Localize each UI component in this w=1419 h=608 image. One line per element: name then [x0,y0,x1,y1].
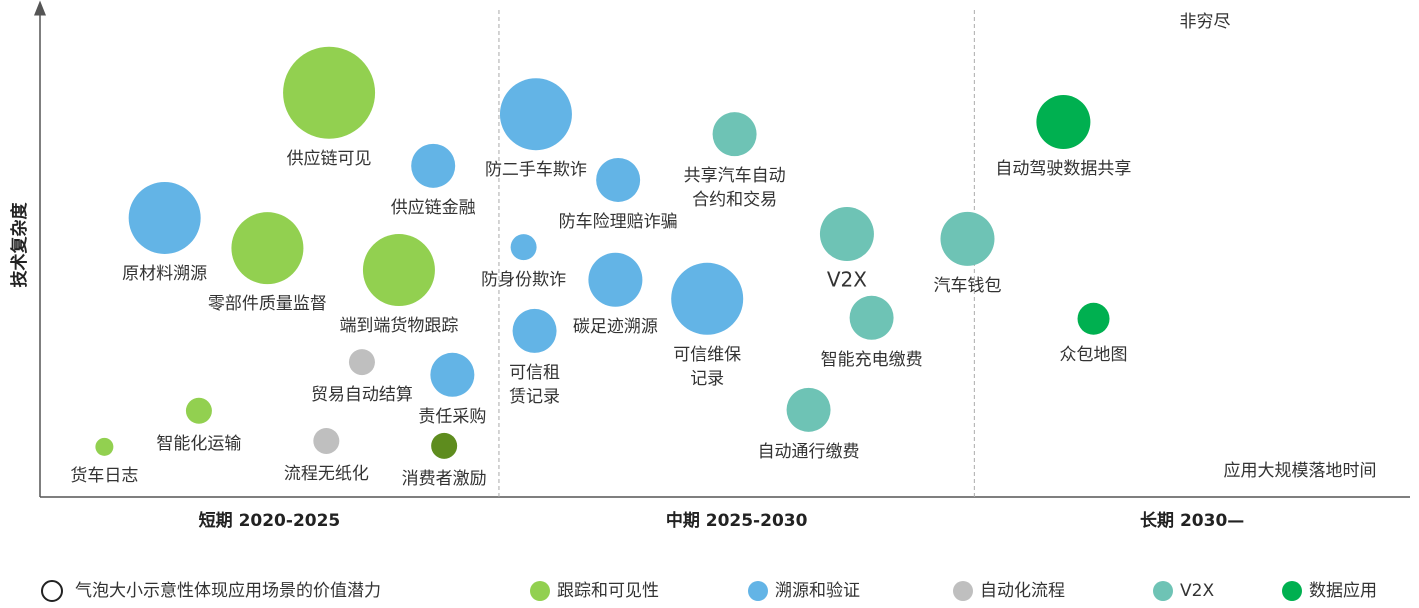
size-legend-icon [41,580,63,602]
bubble [430,352,475,397]
legend-label: 自动化流程 [980,581,1065,601]
bubble-label: 防身份欺诈 [481,270,566,290]
bubble-label: 防二手车欺诈 [485,160,587,180]
bubble [231,212,304,285]
bubble [348,349,375,376]
bubble-label: 零部件质量监督 [208,294,327,314]
bubble-label: 自动驾驶数据共享 [995,159,1131,179]
legend-swatch [748,581,768,601]
legend-label: 数据应用 [1309,581,1377,601]
legend-swatch [953,581,973,601]
bubble [1077,302,1110,335]
bubble-label: 防车险理赔诈骗 [559,212,678,232]
bubble [95,437,114,456]
bubble-label: 供应链可见 [287,149,372,169]
bubble-label: 自动通行缴费 [758,442,860,462]
bubble [411,143,456,188]
legend-label: 跟踪和可见性 [557,581,659,601]
bubble-label: 碳足迹溯源 [573,317,658,337]
legend-swatch [530,581,550,601]
bubble-label: 众包地图 [1060,345,1128,365]
bubble-label: V2X [827,268,867,292]
legend-label: V2X [1180,581,1214,601]
bubble [786,387,831,432]
bubble [712,112,757,157]
bubble [671,262,744,335]
bubble [313,427,340,454]
bubble-label: 货车日志 [70,466,138,486]
bubble [185,397,212,424]
bubble [849,295,894,340]
legend-swatch [1282,581,1302,601]
bubble [819,207,874,262]
bubble [362,234,435,307]
bubble-label: 可信维保记录 [673,345,741,389]
bubble-label: 可信租赁记录 [509,363,560,407]
bubble [510,234,537,261]
period-label: 短期 2020-2025 [199,510,341,531]
bubble [128,181,201,254]
bubble [431,432,458,459]
size-legend: 气泡大小示意性体现应用场景的价值潜力 [75,581,381,601]
bubble-label: 智能充电缴费 [821,350,923,370]
legend-swatch [1153,581,1173,601]
bubble [499,78,572,151]
y-axis-label: 技术复杂度 [9,202,30,288]
bubble-label: 端到端货物跟踪 [339,316,458,336]
bubble [512,308,557,353]
bubble [588,252,643,307]
x-axis-label: 应用大规模落地时间 [1224,461,1377,481]
legend-label: 溯源和验证 [775,581,860,601]
period-label: 中期 2025-2030 [666,510,808,531]
bubble [283,46,376,139]
bubble-label: 贸易自动结算 [311,385,413,405]
bubble [596,157,641,202]
bubble [1036,95,1091,150]
bubble-label: 共享汽车自动合约和交易 [684,166,786,210]
bubble-label: 流程无纸化 [284,464,369,484]
bubble-label: 智能化运输 [156,434,241,454]
bubble-label: 原材料溯源 [122,264,207,284]
bubble-label: 供应链金融 [391,198,476,218]
bubble [940,211,995,266]
bubble-label: 责任采购 [418,407,486,427]
note: 非穷尽 [1180,12,1231,32]
bubble-label: 消费者激励 [402,469,487,489]
bubble-label: 汽车钱包 [933,276,1001,296]
period-label: 长期 2030— [1140,510,1244,531]
